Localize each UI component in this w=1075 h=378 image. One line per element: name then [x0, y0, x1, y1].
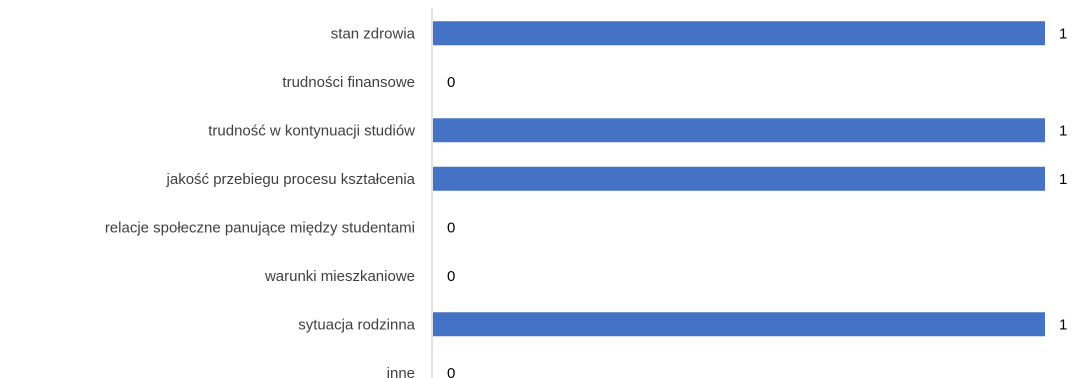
data-label: 0 — [447, 268, 455, 285]
bar — [433, 312, 1045, 337]
category-label: sytuacja rodzinna — [298, 316, 415, 333]
category-label: inne — [387, 365, 415, 378]
category-label: stan zdrowia — [331, 25, 416, 42]
data-label: 1 — [1059, 122, 1067, 139]
category-label: trudności finansowe — [282, 74, 415, 91]
category-label: relacje społeczne panujące między studen… — [105, 219, 415, 236]
data-label: 1 — [1059, 25, 1067, 42]
data-label: 0 — [447, 365, 455, 378]
data-label: 1 — [1059, 316, 1067, 333]
category-label: trudność w kontynuacji studiów — [208, 122, 415, 139]
bars-layer — [433, 21, 1045, 337]
bar — [433, 118, 1045, 143]
category-label: warunki mieszkaniowe — [264, 268, 415, 285]
bar — [433, 166, 1045, 191]
data-label: 0 — [447, 74, 455, 91]
category-label: jakość przebiegu procesu kształcenia — [166, 171, 416, 188]
bar — [433, 21, 1045, 46]
category-labels: stan zdrowia trudności finansowe trudność … — [105, 25, 416, 378]
data-label: 0 — [447, 219, 455, 236]
data-labels: 1 0 1 1 0 0 1 0 — [447, 25, 1067, 378]
data-label: 1 — [1059, 171, 1067, 188]
